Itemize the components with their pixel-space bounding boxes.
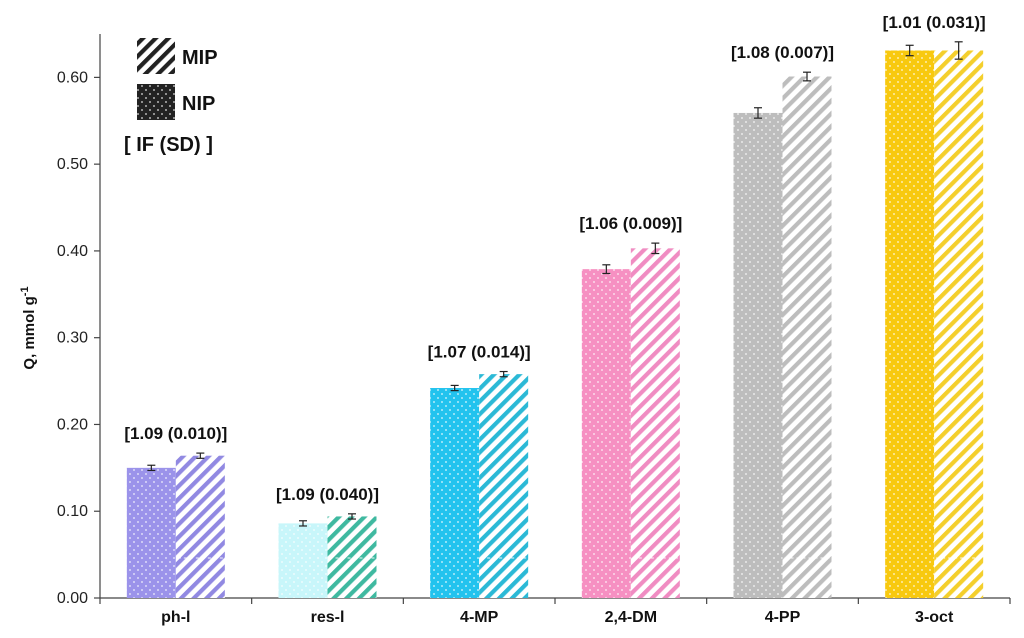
y-tick-label: 0.50 xyxy=(57,156,88,173)
legend: MIP NIP [ IF (SD) ] xyxy=(124,38,218,156)
error-bar-mip-4-PP xyxy=(803,71,811,82)
axes: 0.00 0.10 0.20 0.30 0.40 0.50 0.60 Q, mmol g-1 xyxy=(19,34,1011,607)
error-bar-nip-2,4-DM xyxy=(602,264,611,275)
bar-mip-4-PP xyxy=(782,76,832,599)
legend-swatch-nip xyxy=(137,84,175,120)
error-bar-mip-4-MP xyxy=(499,370,508,378)
labels: [1.09 (0.010)] ph-l [1.09 (0.040)] res-l [1.… xyxy=(124,13,985,626)
error-bar-mip-2,4-DM xyxy=(651,242,660,255)
x-tick-label: ph-l xyxy=(161,609,190,626)
y-tick-label: 0.00 xyxy=(57,590,88,607)
bar-nip-3-oct xyxy=(885,50,935,599)
annotation-2,4-DM: [1.06 (0.009)] xyxy=(579,214,682,233)
legend-note: [ IF (SD) ] xyxy=(124,134,213,156)
x-tick-label: 3-oct xyxy=(915,609,954,626)
x-tick-label: 4-MP xyxy=(460,609,499,626)
y-tick-label: 0.20 xyxy=(57,416,88,433)
y-tick-label: 0.10 xyxy=(57,503,88,520)
error-bar-nip-4-PP xyxy=(754,107,762,119)
legend-label-mip: MIP xyxy=(182,47,218,69)
annotation-res-l: [1.09 (0.040)] xyxy=(276,485,379,504)
y-tick-label: 0.40 xyxy=(57,243,88,260)
y-tick-label: 0.30 xyxy=(57,330,88,347)
y-tick-label: 0.60 xyxy=(57,69,88,86)
error-bars xyxy=(147,41,963,527)
bar-mip-3-oct xyxy=(934,50,984,599)
bar-nip-4-PP xyxy=(733,112,783,599)
bar-nip-ph-l xyxy=(126,467,176,598)
annotation-4-PP: [1.08 (0.007)] xyxy=(731,43,834,62)
bar-nip-4-MP xyxy=(430,388,480,598)
error-bar-nip-res-l xyxy=(299,520,307,527)
error-bar-mip-res-l xyxy=(348,513,356,520)
error-bar-nip-3-oct xyxy=(905,44,914,57)
annotation-4-MP: [1.07 (0.014)] xyxy=(428,343,531,362)
bar-mip-4-MP xyxy=(479,374,529,598)
error-bar-mip-ph-l xyxy=(196,452,205,459)
annotation-ph-l: [1.09 (0.010)] xyxy=(124,424,227,443)
bar-mip-res-l xyxy=(327,516,377,598)
x-tick-label: 2,4-DM xyxy=(605,609,657,626)
legend-swatch-mip xyxy=(137,38,175,74)
bar-mip-ph-l xyxy=(175,455,225,598)
error-bar-nip-ph-l xyxy=(147,464,156,472)
bar-mip-2,4-DM xyxy=(630,248,680,598)
annotation-3-oct: [1.01 (0.031)] xyxy=(883,13,986,32)
bars xyxy=(126,50,984,599)
bar-nip-2,4-DM xyxy=(581,269,631,598)
y-axis-label: Q, mmol g-1 xyxy=(19,286,38,369)
bar-nip-res-l xyxy=(278,523,328,598)
x-tick-label: res-l xyxy=(311,609,345,626)
legend-label-nip: NIP xyxy=(182,93,215,115)
error-bar-mip-3-oct xyxy=(954,41,963,60)
x-tick-label: 4-PP xyxy=(765,609,801,626)
error-bar-nip-4-MP xyxy=(450,384,459,392)
